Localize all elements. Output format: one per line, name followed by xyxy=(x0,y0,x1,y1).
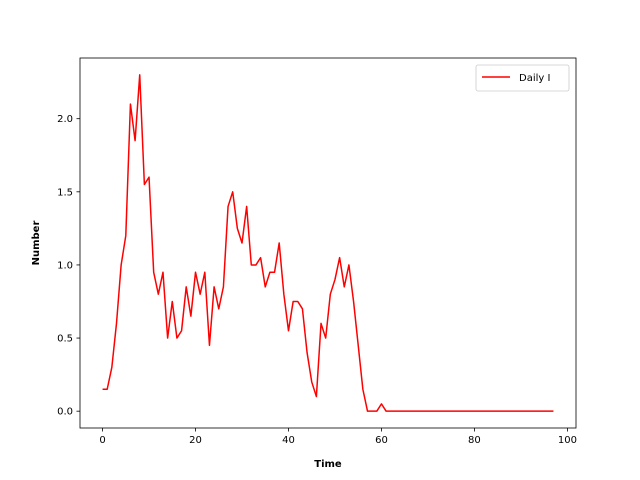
x-axis-label: Time xyxy=(314,459,342,470)
y-axis-ticks: 0.0 0.5 1.0 1.5 2.0 xyxy=(57,114,80,418)
plot-frame xyxy=(79,57,577,429)
y-tick-label: 1.5 xyxy=(57,187,73,198)
legend-label-daily-i: Daily I xyxy=(519,73,550,84)
y-tick-label: 0.5 xyxy=(57,334,73,345)
series-line-daily-i xyxy=(102,74,554,412)
x-tick-label: 0 xyxy=(99,435,105,446)
series-layer xyxy=(102,74,554,412)
legend: Daily I xyxy=(475,64,570,92)
x-tick-label: 80 xyxy=(468,435,481,446)
y-axis-label: Number xyxy=(31,221,42,266)
x-tick-label: 20 xyxy=(189,435,202,446)
y-tick-label: 1.0 xyxy=(57,260,73,271)
x-tick-label: 100 xyxy=(558,435,577,446)
y-tick-label: 2.0 xyxy=(57,114,73,125)
y-tick-label: 0.0 xyxy=(57,407,73,418)
plot-area xyxy=(80,58,576,428)
x-tick-label: 60 xyxy=(375,435,388,446)
x-tick-label: 40 xyxy=(282,435,295,446)
legend-frame xyxy=(475,64,570,92)
x-axis-ticks: 0 20 40 60 80 100 xyxy=(99,428,577,446)
